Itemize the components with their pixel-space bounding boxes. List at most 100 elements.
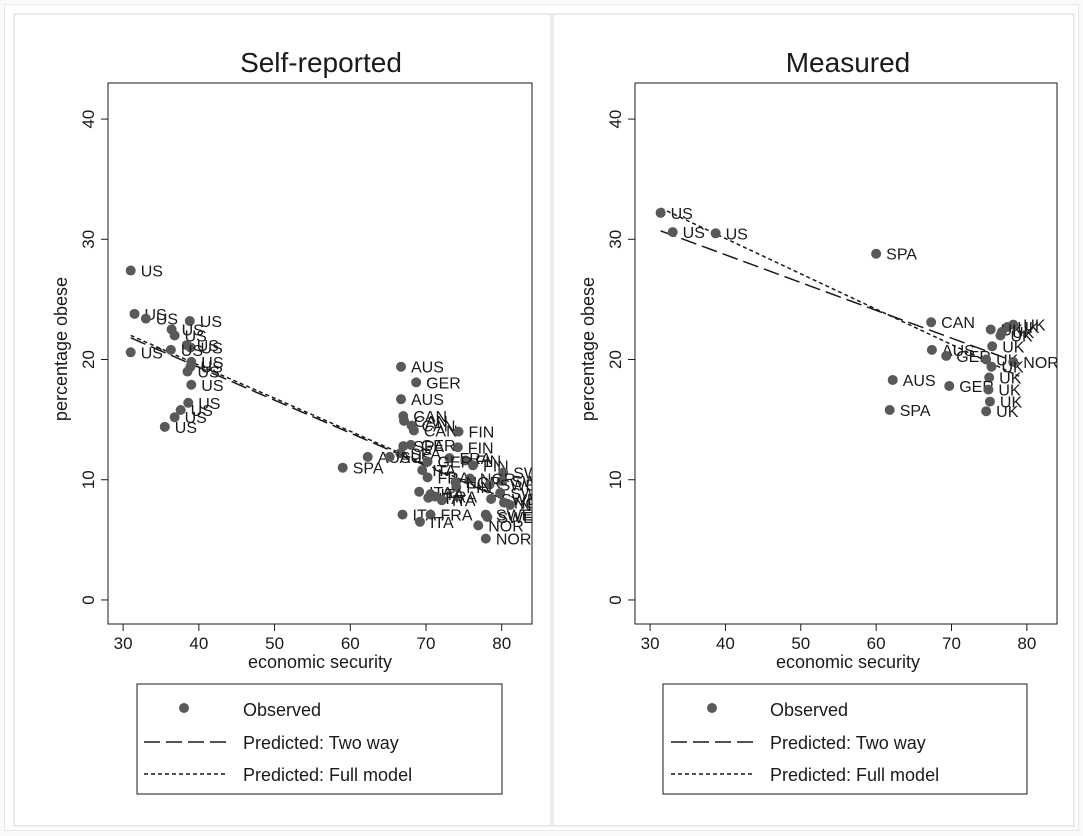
panel-right-legend-observed-marker	[707, 703, 717, 713]
panel-left-point	[451, 481, 462, 492]
panel-left-point	[496, 475, 507, 486]
panel-left-point-label: SWE	[512, 474, 548, 491]
panel-left-point-label: US	[198, 365, 220, 382]
panel-right-y-tick-label: 10	[606, 470, 625, 489]
panel-right-point	[983, 384, 994, 395]
panel-right-x-tick-label: 70	[942, 634, 961, 653]
panel-left-point	[417, 465, 428, 476]
panel-right-xlabel: economic security	[776, 652, 920, 672]
panel-right-legend-two-way-label: Predicted: Two way	[770, 733, 926, 753]
panel-left-point	[422, 456, 433, 467]
panel-right-point-label: US	[671, 206, 693, 223]
panel-left-plot-region	[107, 82, 533, 625]
panel-right-plot-region	[634, 82, 1058, 625]
panel-left-point-label: US	[201, 355, 223, 372]
panel-left-y-tick-label: 30	[79, 230, 98, 249]
panel-right-y-tick-label: 40	[606, 110, 625, 129]
panel-left-point-label: US	[200, 314, 222, 331]
panel-right-point	[941, 350, 952, 361]
panel-left-point-label: SPA	[353, 461, 384, 478]
panel-left-point-label: FIN	[468, 440, 494, 457]
panel-left-point	[422, 472, 433, 483]
panel-left-point-label: SPA	[410, 446, 441, 463]
panel-left-point	[395, 448, 406, 459]
panel-left-point-label: FIN	[475, 453, 501, 470]
panel-left-point-label: SWE	[510, 486, 546, 503]
panel-left-point-label: US	[175, 420, 197, 437]
panel-right-x-tick-label: 60	[867, 634, 886, 653]
panel-left-point-label: US	[181, 343, 203, 360]
panel-left-point	[473, 520, 484, 531]
panel-left-point	[425, 509, 436, 520]
panel-right-x-tick-label: 30	[641, 634, 660, 653]
panel-left-x-tick-label: 50	[265, 634, 284, 653]
panel-left-line-full-model	[130, 334, 506, 500]
panel-right-point	[987, 341, 998, 352]
panel-right-point	[926, 317, 937, 328]
panel-left-title: Self-reported	[240, 47, 402, 78]
panel-left-point	[423, 492, 434, 503]
panel-left-point-label: FIN	[469, 425, 495, 442]
panel-left-point-label: US	[182, 322, 204, 339]
panel-right-point-label: SPA	[886, 247, 917, 264]
panel-right-x-tick-label: 40	[716, 634, 735, 653]
panel-left-point	[182, 366, 193, 377]
panel-left-point-label: AUS	[411, 392, 444, 409]
panel-left-point	[480, 533, 491, 544]
panel-right-point	[986, 361, 997, 372]
panel-right-point-label: UK	[998, 383, 1021, 400]
panel-left-legend-two-way-label: Predicted: Two way	[243, 733, 399, 753]
panel-left-point	[337, 462, 348, 473]
panel-left-point-label: US	[141, 345, 163, 362]
panel-left-point	[505, 499, 516, 510]
panel-left-point-label: GER	[421, 438, 456, 455]
panel-right-point	[985, 324, 996, 335]
panel-left-point-label: ITA	[432, 463, 456, 480]
panel-left-point	[129, 308, 140, 319]
panel-left-xlabel: economic security	[248, 652, 392, 672]
panel-left-legend-observed-marker	[179, 703, 189, 713]
panel-left-point	[444, 453, 455, 464]
panel-right-y-tick-label: 30	[606, 230, 625, 249]
panel-left-x-tick-label: 80	[492, 634, 511, 653]
panel-left-y-tick-label: 10	[79, 470, 98, 489]
panel-right-point-label: CAN	[941, 315, 975, 332]
panel-right-y-tick-label: 0	[606, 595, 625, 604]
panel-right-y-tick-label: 20	[606, 350, 625, 369]
panel-left-point-label: CAN	[414, 414, 448, 431]
panel-left-point-label: NOR	[488, 518, 524, 535]
panel-right-point-label: SPA	[900, 403, 931, 420]
panel-left-point	[452, 442, 463, 453]
panel-left-point	[484, 479, 495, 490]
panel-right-point-label: UK	[1001, 360, 1024, 377]
panel-left-point-label: US	[141, 264, 163, 281]
panel-left-point-label: GER	[426, 375, 461, 392]
panel-left-point-label: FRA	[441, 508, 473, 525]
panel-left-point-label: SWE	[496, 508, 532, 525]
panel-right-point	[887, 374, 898, 385]
panel-left-y-tick-label: 20	[79, 350, 98, 369]
panel-left-point	[397, 509, 408, 520]
panel-right-point-label: UK	[1010, 328, 1033, 345]
panel-left-point	[165, 344, 176, 355]
panel-right-point-label: UK	[1017, 320, 1040, 337]
panel-right-point-label: US	[683, 225, 705, 242]
panel-left-point	[396, 361, 407, 372]
panel-right-point	[981, 354, 992, 365]
panel-right-point-label: AUS	[903, 373, 936, 390]
panel-right-point	[944, 380, 955, 391]
panel-left-point	[175, 405, 186, 416]
panel-left-point-label: NOR	[514, 496, 550, 513]
panel-left-point-label: FIN	[466, 480, 492, 497]
panel-left-point-label: SWE	[500, 478, 536, 495]
panel-left-point-label: SWE	[513, 466, 549, 483]
panel-left-legend-observed-label: Observed	[243, 700, 321, 720]
panel-left-point	[396, 394, 407, 405]
panel-right-point	[655, 207, 666, 218]
panel-left-point-label: GER	[438, 455, 473, 472]
panel-left-y-tick-label: 40	[79, 110, 98, 129]
